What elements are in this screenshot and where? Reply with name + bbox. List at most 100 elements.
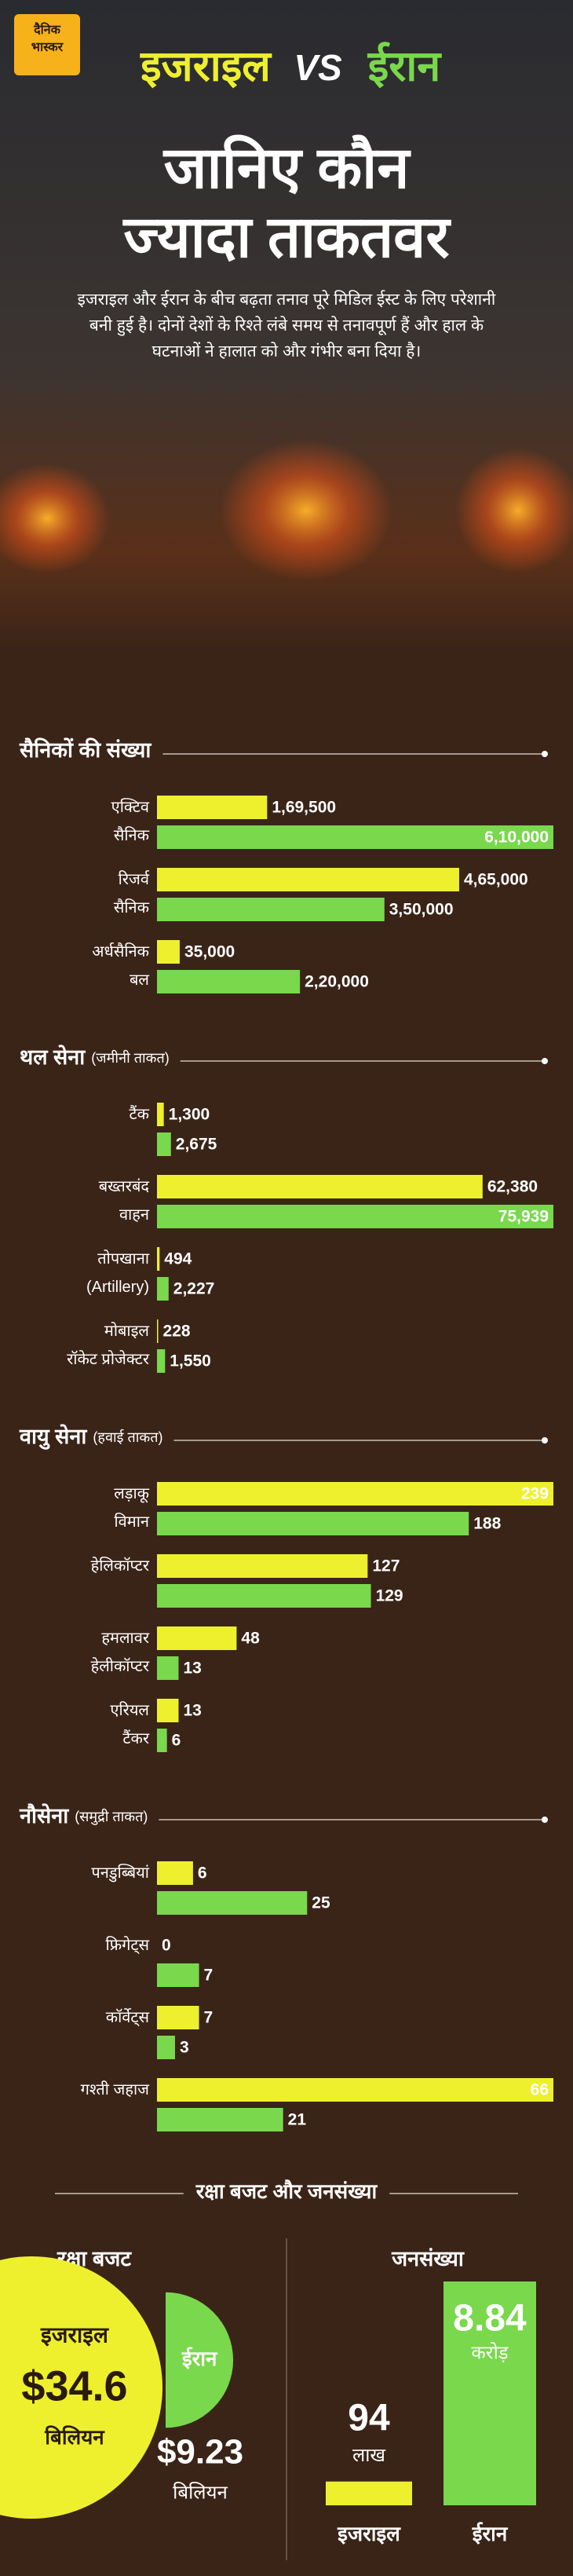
country-label: इजराइल bbox=[40, 2322, 109, 2347]
bar bbox=[157, 1132, 171, 1156]
value-label: $9.23 bbox=[157, 2433, 243, 2472]
bar bbox=[157, 1729, 167, 1752]
summary-title: रक्षा बजट और जनसंख्या bbox=[195, 2179, 378, 2203]
bar bbox=[157, 1349, 166, 1373]
section-dot bbox=[542, 1817, 548, 1823]
category-label: एक्टिव सैनिक bbox=[111, 799, 149, 844]
value-label: 13 bbox=[183, 1659, 201, 1678]
category-label: टैंक bbox=[129, 1106, 149, 1123]
bar bbox=[157, 1554, 368, 1578]
value-label: 494 bbox=[164, 1250, 192, 1268]
value-label: 6 bbox=[198, 1864, 207, 1883]
fire bbox=[455, 448, 573, 573]
section-title: सैनिकों की संख्या bbox=[19, 737, 151, 762]
bar bbox=[157, 1482, 553, 1506]
bar bbox=[157, 2108, 283, 2131]
value-label: 48 bbox=[241, 1630, 260, 1648]
value-label: 13 bbox=[183, 1702, 201, 1720]
category-label: लड़ाकू विमान bbox=[114, 1485, 149, 1531]
value-label: 2,227 bbox=[173, 1280, 215, 1298]
panel-title: जनसंख्या bbox=[391, 2247, 465, 2270]
intro: इजराइल और ईरान के बीच बढ़ता तनाव पूरे मि… bbox=[77, 291, 496, 360]
country-label: ईरान bbox=[472, 2522, 509, 2545]
section-title: थल सेना (जमीनी ताकत) bbox=[20, 1045, 170, 1069]
bar bbox=[157, 1584, 371, 1608]
bar bbox=[157, 1512, 469, 1535]
unit-label: बिलियन bbox=[173, 2481, 228, 2503]
title-left: इजराइल bbox=[140, 42, 272, 90]
bar bbox=[157, 2006, 199, 2029]
value-label: 3 bbox=[180, 2039, 189, 2057]
value-label: 8.84 bbox=[453, 2298, 527, 2340]
value-label: 2,20,000 bbox=[305, 973, 369, 991]
category-label: गश्ती जहाज bbox=[80, 2081, 149, 2098]
category-label: फ्रिगेट्स bbox=[105, 1937, 149, 1954]
bar bbox=[157, 796, 268, 819]
unit-label: करोड़ bbox=[471, 2341, 509, 2363]
bar bbox=[157, 1175, 483, 1198]
bar bbox=[157, 1656, 179, 1680]
bar bbox=[157, 1699, 179, 1722]
value-label: 4,65,000 bbox=[464, 871, 528, 889]
bar bbox=[157, 1626, 237, 1650]
value-label: 35,000 bbox=[184, 943, 235, 961]
section-dot bbox=[542, 751, 548, 757]
section-dot bbox=[542, 1437, 548, 1444]
value-label: 2,675 bbox=[176, 1136, 217, 1154]
value-label: 75,939 bbox=[498, 1208, 549, 1226]
budget-circle bbox=[166, 2292, 234, 2428]
bar bbox=[157, 825, 553, 849]
category-label: मोबाइल रॉकेट प्रोजेक्टर bbox=[67, 1323, 149, 1368]
value-label: 1,550 bbox=[170, 1352, 211, 1370]
value-label: 66 bbox=[531, 2081, 549, 2099]
brand: दैनिक भास्कर bbox=[31, 24, 64, 54]
value-label: 94 bbox=[348, 2397, 390, 2439]
category-label: बख्तरबंद वाहन bbox=[98, 1178, 149, 1224]
bar bbox=[157, 868, 459, 891]
value-label: 3,50,000 bbox=[389, 901, 454, 919]
section-title-text: नौसेना bbox=[19, 1803, 69, 1828]
value-label: 129 bbox=[376, 1587, 403, 1605]
value-label: 1,69,500 bbox=[272, 799, 336, 817]
section-dot bbox=[542, 1058, 548, 1064]
population-bar bbox=[443, 2281, 536, 2505]
bar bbox=[157, 1247, 160, 1271]
budget-circle bbox=[0, 2256, 162, 2519]
bar bbox=[157, 1861, 193, 1885]
value-label: 7 bbox=[204, 2009, 214, 2027]
section-subtitle: (जमीनी ताकत) bbox=[91, 1049, 169, 1066]
section-title-text: सैनिकों की संख्या bbox=[19, 737, 151, 762]
section-title-text: वायु सेना bbox=[19, 1424, 87, 1450]
bar bbox=[157, 1891, 308, 1915]
title-right: ईरान bbox=[367, 41, 443, 90]
bar bbox=[157, 1205, 553, 1228]
unit-label: लाख bbox=[352, 2445, 385, 2466]
country-label: ईरान bbox=[181, 2347, 218, 2370]
logo bbox=[14, 14, 80, 75]
value-label: 7 bbox=[204, 1967, 214, 1985]
value-label: 21 bbox=[288, 2111, 307, 2129]
bar bbox=[157, 1103, 164, 1126]
value-label: 6 bbox=[172, 1732, 181, 1750]
section-title: वायु सेना (हवाई ताकत) bbox=[19, 1424, 162, 1450]
value-label: 239 bbox=[521, 1485, 549, 1503]
title-vs: VS bbox=[294, 47, 342, 88]
value-label: 1,300 bbox=[169, 1106, 210, 1124]
country-label: इजराइल bbox=[337, 2522, 401, 2545]
value-label: 6,10,000 bbox=[484, 829, 549, 847]
value-label: 188 bbox=[473, 1515, 501, 1533]
bar bbox=[157, 1319, 159, 1343]
category-label: तोपखाना (Artillery) bbox=[86, 1250, 149, 1296]
bar bbox=[157, 2078, 553, 2102]
value-label: 127 bbox=[372, 1557, 400, 1575]
category-label: अर्धसैनिक बल bbox=[92, 943, 149, 989]
bar bbox=[157, 2036, 175, 2059]
population-bar bbox=[326, 2481, 412, 2505]
bar bbox=[157, 970, 301, 993]
category-label: कॉर्वेट्स bbox=[105, 2009, 149, 2026]
value-label: 0 bbox=[162, 1937, 171, 1955]
category-label: हेलिकॉप्टर bbox=[90, 1557, 149, 1575]
fire bbox=[220, 440, 392, 581]
